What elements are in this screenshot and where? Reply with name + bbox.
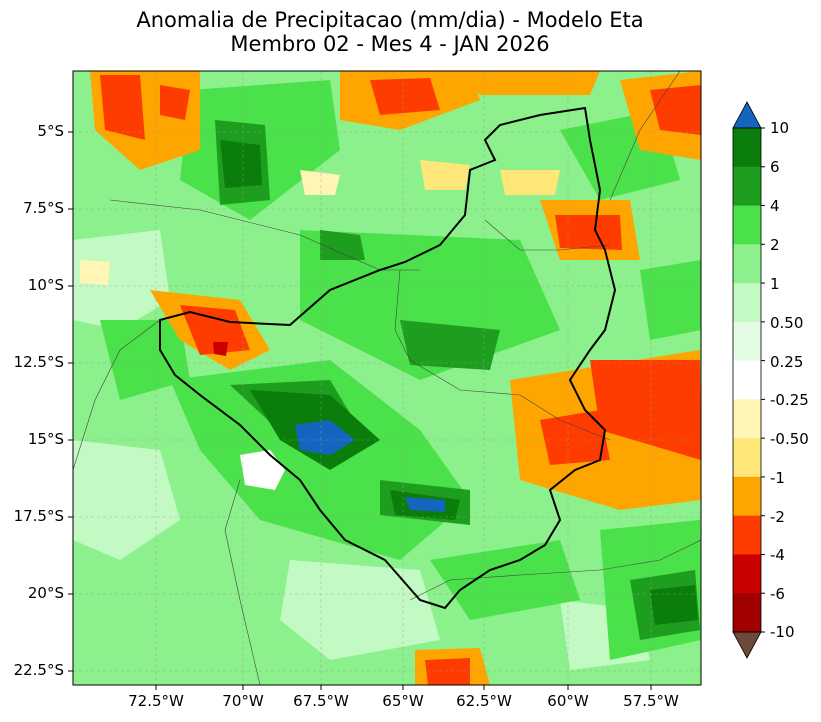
colorbar-swatch — [733, 515, 761, 555]
x-tick-label: 65°W — [382, 692, 424, 710]
colorbar-swatch — [733, 593, 761, 633]
colorbar-swatch — [733, 321, 761, 362]
colorbar-label: -10 — [770, 623, 795, 641]
colorbar-swatch — [733, 360, 761, 400]
y-tick-label: 20°S — [27, 584, 64, 602]
colorbar-swatch — [733, 476, 761, 517]
colorbar — [732, 101, 765, 659]
y-tick-label: 5°S — [37, 122, 64, 140]
y-tick-label: 12.5°S — [13, 353, 64, 371]
colorbar-swatch — [733, 399, 761, 439]
colorbar-label: -2 — [770, 508, 785, 526]
colorbar-label: 6 — [770, 158, 780, 176]
colorbar-label: 0.50 — [770, 314, 804, 332]
colorbar-top-arrow — [732, 101, 762, 129]
precipitation-field — [73, 71, 701, 685]
colorbar-label: -0.25 — [770, 391, 809, 409]
colorbar-label: -1 — [770, 469, 785, 487]
colorbar-label: 0.25 — [770, 353, 804, 371]
x-tick-label: 62.5°W — [456, 692, 512, 710]
y-tick-label: 10°S — [27, 276, 64, 294]
y-tick-label: 7.5°S — [23, 199, 64, 217]
colorbar-bottom-arrow — [732, 631, 762, 659]
colorbar-label: -4 — [770, 546, 785, 564]
colorbar-label: 2 — [770, 236, 780, 254]
x-tick-label: 67.5°W — [293, 692, 349, 710]
y-tick-label: 22.5°S — [13, 661, 64, 679]
x-tick-label: 72.5°W — [128, 692, 184, 710]
y-tick-label: 17.5°S — [13, 507, 64, 525]
colorbar-label: 10 — [770, 119, 790, 137]
colorbar-outline — [732, 127, 762, 633]
colorbar-label: 1 — [770, 275, 780, 293]
x-tick-label: 70°W — [222, 692, 264, 710]
map-title-line1: Anomalia de Precipitacao (mm/dia) - Mode… — [136, 8, 644, 32]
colorbar-label: -6 — [770, 585, 785, 603]
colorbar-swatch — [733, 438, 761, 478]
colorbar-swatch — [733, 244, 761, 284]
x-tick-label: 60°W — [547, 692, 589, 710]
y-tick-label: 15°S — [27, 430, 64, 448]
map-title-line2: Membro 02 - Mes 4 - JAN 2026 — [230, 32, 550, 56]
basin-outline — [159, 106, 617, 610]
colorbar-swatch — [733, 205, 761, 245]
map-frame — [72, 70, 702, 686]
colorbar-swatch — [733, 283, 761, 323]
colorbar-swatch — [733, 128, 761, 168]
colorbar-swatch — [733, 166, 761, 207]
x-tick-label: 57.5°W — [623, 692, 679, 710]
colorbar-label: 4 — [770, 197, 780, 215]
colorbar-label: -0.50 — [770, 430, 809, 448]
colorbar-swatch — [733, 554, 761, 594]
